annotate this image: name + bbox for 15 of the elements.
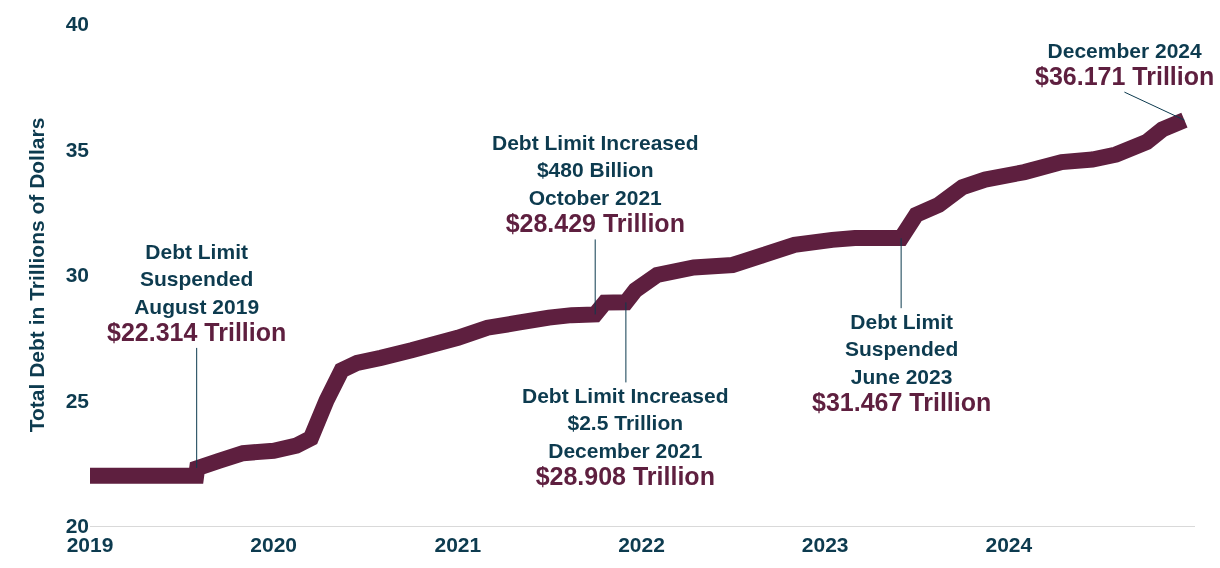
annotation: Debt Limit Increased $2.5 Trillion December 2021 $28.908 Trillion (522, 384, 729, 490)
annotation: Debt Limit Suspended June 2023 $31.467 Trillion (812, 310, 992, 416)
y-tick-label: 40 (65, 12, 89, 36)
x-tick-label: 2023 (801, 533, 849, 557)
x-tick-label: 2021 (434, 533, 482, 557)
y-axis-title: Total Debt in Trillions of Dollars (24, 117, 48, 433)
annotation: December 2024 $36.171 Trillion (1035, 39, 1215, 91)
annotation: Debt Limit Increased $480 Billion October 2021 $28.429 Trillion (492, 131, 699, 237)
x-tick-label: 2022 (618, 533, 665, 557)
y-tick-label: 35 (65, 137, 90, 161)
x-tick-label: 2020 (250, 533, 298, 557)
annotation: Debt Limit Suspended August 2019 $22.314 Trillion (107, 240, 287, 346)
y-tick-label: 25 (65, 388, 90, 412)
y-tick-label: 30 (65, 263, 89, 287)
x-tick-label: 2024 (985, 533, 1033, 557)
